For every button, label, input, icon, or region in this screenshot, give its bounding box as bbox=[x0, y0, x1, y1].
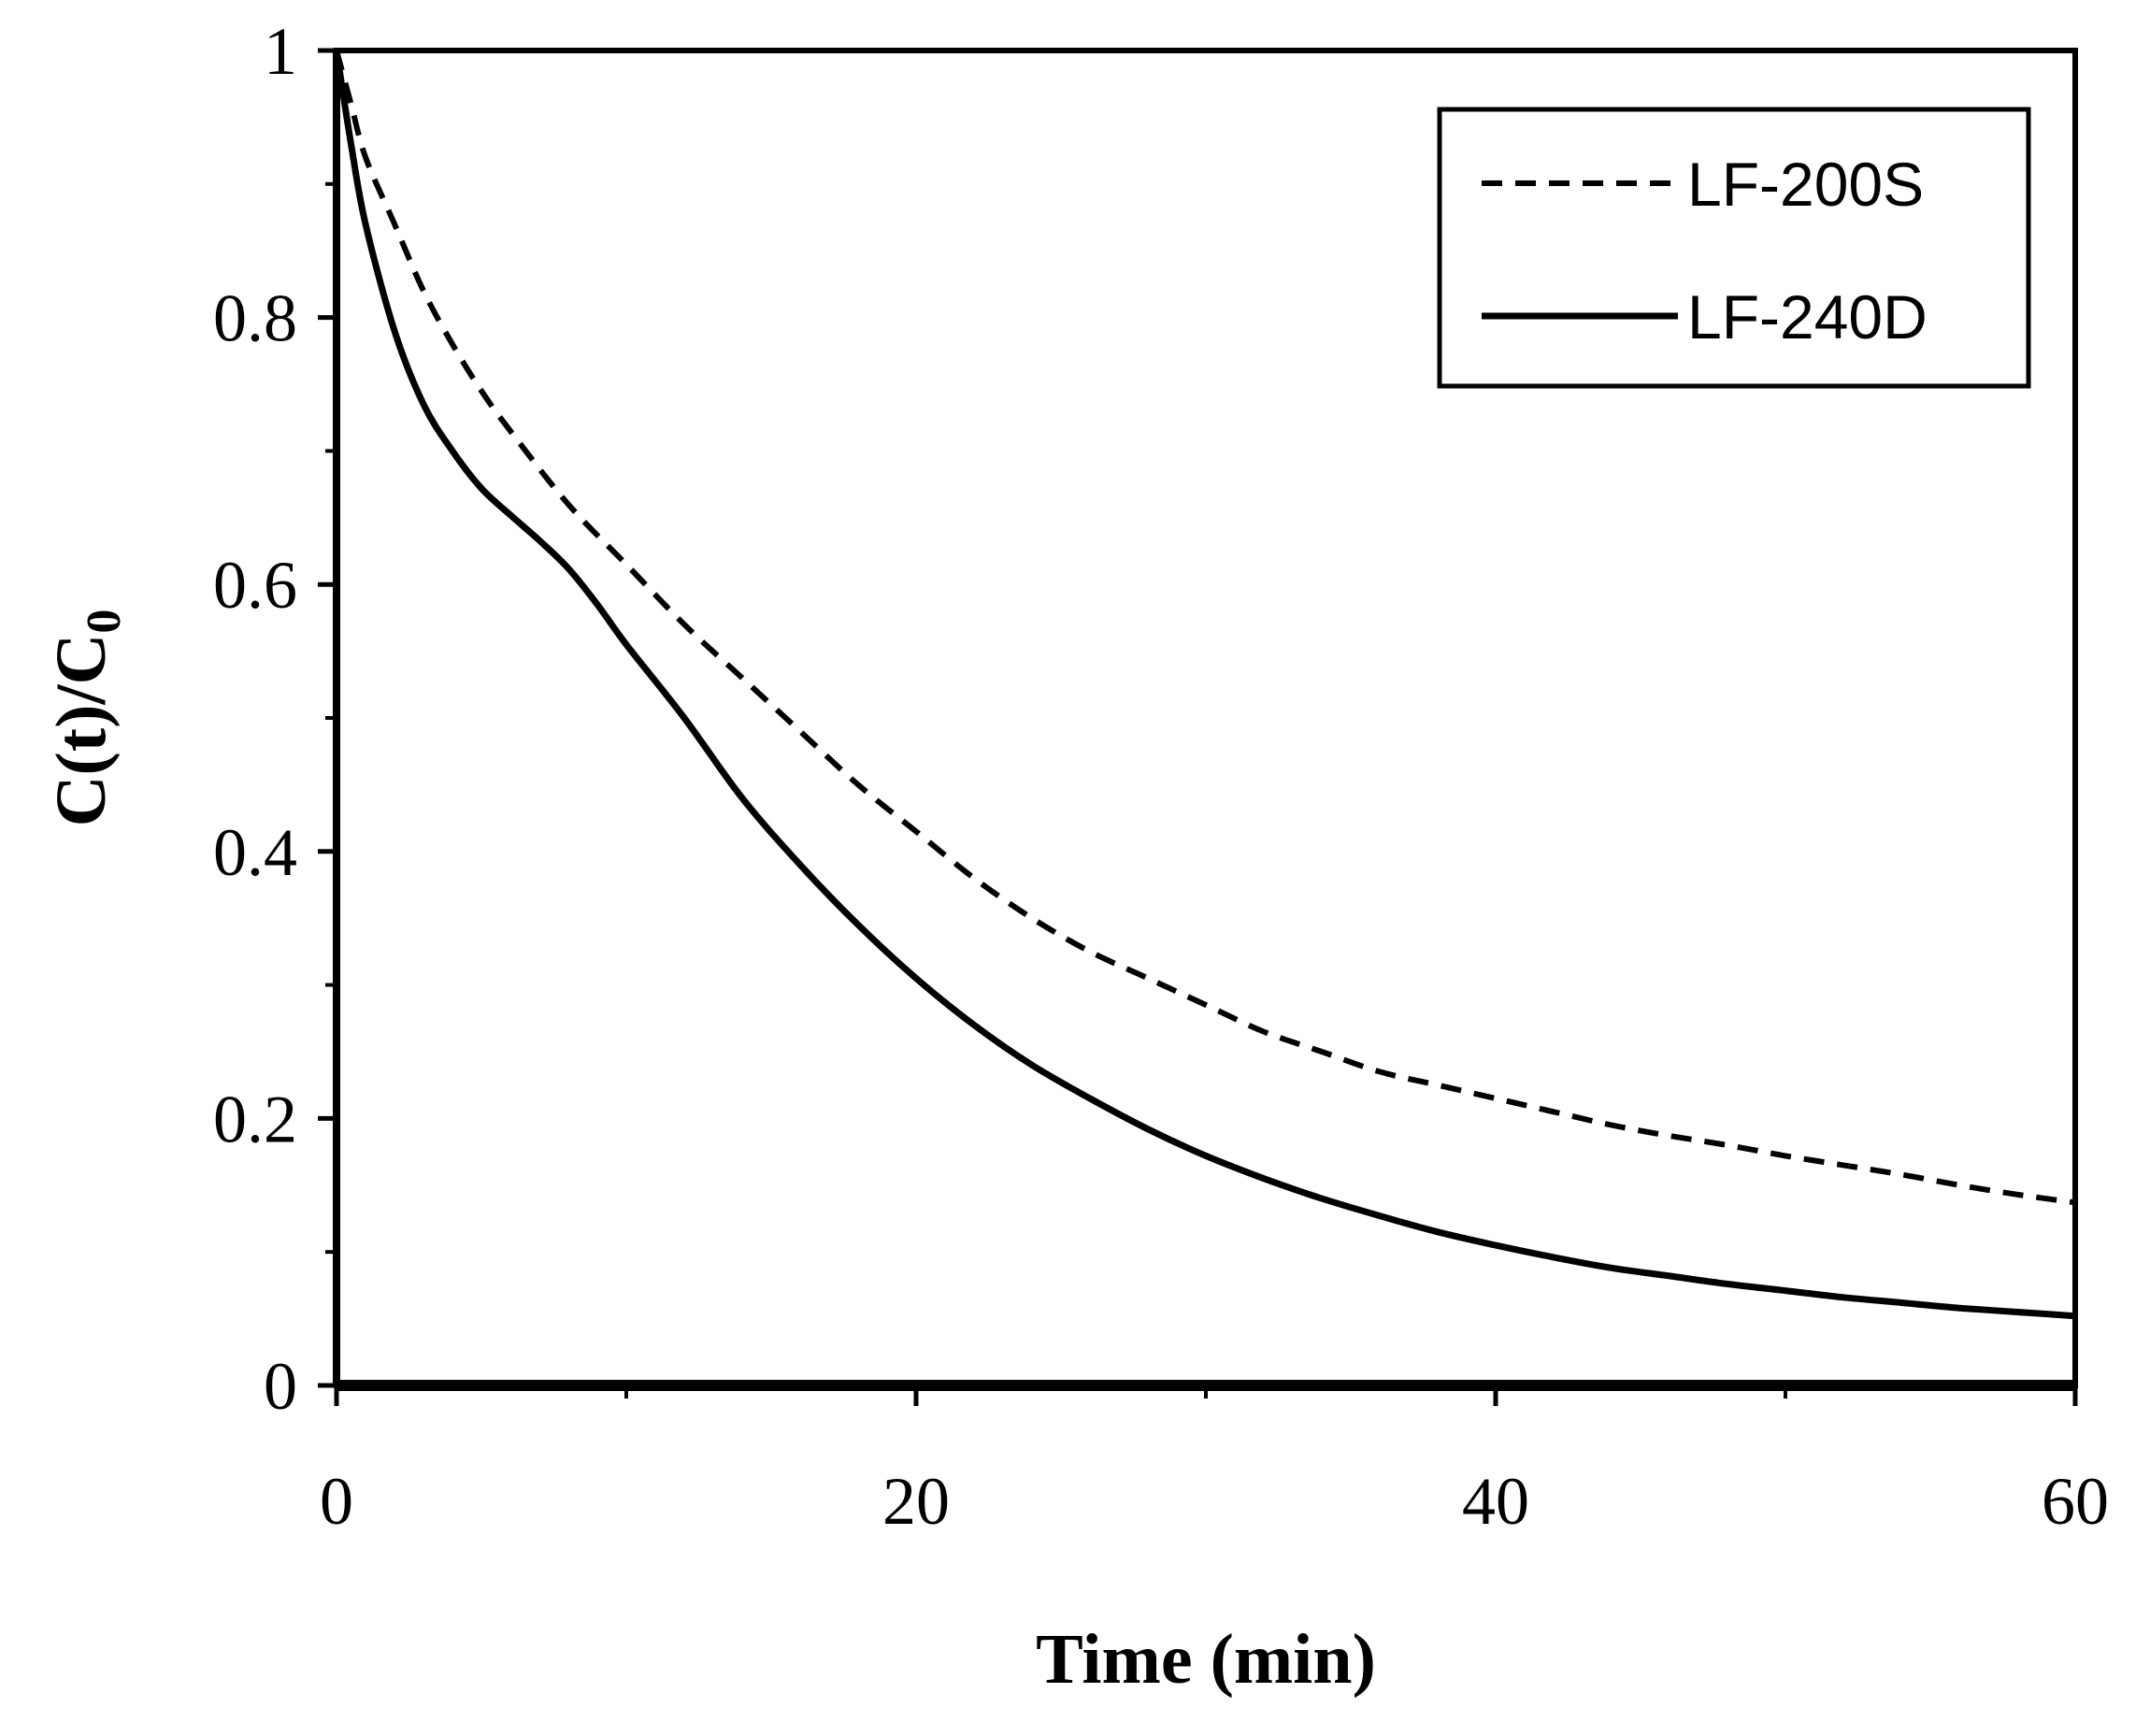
tick-layer: 0 20 40 60 0 0.2 0.4 0.6 0.8 1 bbox=[213, 14, 2109, 1539]
y-tick-label: 0.6 bbox=[213, 548, 297, 623]
y-tick-label: 0 bbox=[264, 1349, 297, 1424]
x-tick-label: 60 bbox=[2042, 1464, 2109, 1539]
legend-label-lf-200s: LF-200S bbox=[1687, 150, 1924, 219]
legend: LF-200S LF-240D bbox=[1437, 107, 2031, 389]
y-tick-label: 0.2 bbox=[213, 1082, 297, 1156]
legend-box bbox=[1437, 107, 2031, 389]
y-axis-title-main: C(t)/C bbox=[42, 634, 121, 827]
x-tick-label: 0 bbox=[320, 1464, 353, 1539]
x-tick-label: 40 bbox=[1462, 1464, 1529, 1539]
y-axis-title: C(t)/C0 bbox=[42, 610, 131, 827]
series-layer bbox=[333, 50, 2076, 1320]
series-line-lf-200s bbox=[334, 50, 2076, 1206]
y-tick-label: 0.4 bbox=[213, 815, 297, 890]
y-axis-title-subscript: 0 bbox=[78, 610, 131, 634]
x-axis-title: Time (min) bbox=[1036, 1620, 1376, 1699]
x-tick-label: 20 bbox=[882, 1464, 950, 1539]
y-tick-label: 1 bbox=[264, 14, 297, 89]
series-line-lf-240d bbox=[333, 50, 2076, 1320]
legend-label-lf-240d: LF-240D bbox=[1687, 282, 1928, 352]
y-tick-label: 0.8 bbox=[213, 281, 297, 356]
